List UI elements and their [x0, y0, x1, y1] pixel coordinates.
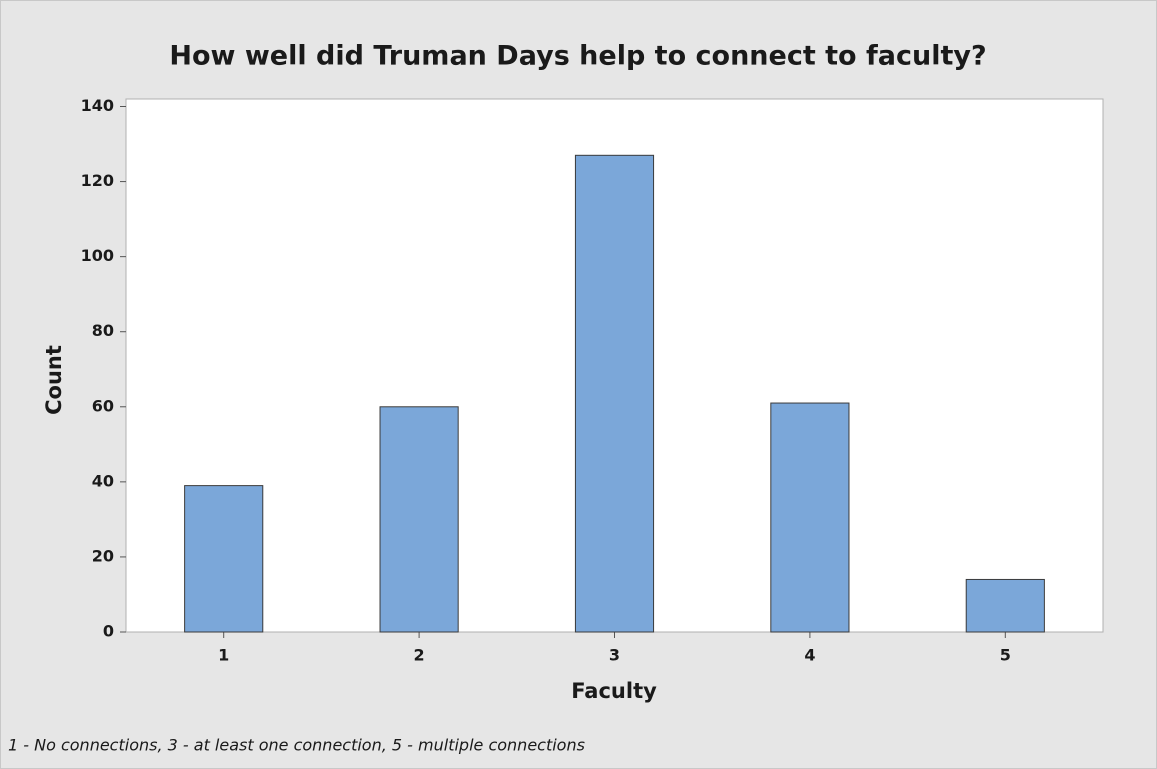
x-tick-label: 4	[804, 646, 815, 665]
y-tick-label: 60	[92, 396, 114, 415]
y-tick-label: 20	[92, 546, 114, 565]
bar	[379, 406, 459, 633]
x-tick-label: 2	[414, 646, 425, 665]
x-tick-label: 3	[609, 646, 620, 665]
x-axis-label: Faculty	[571, 679, 657, 703]
bar	[574, 154, 655, 633]
footnote: 1 - No connections, 3 - at least one con…	[8, 736, 585, 755]
bar	[770, 402, 850, 633]
y-tick-label: 80	[92, 321, 114, 340]
bar	[184, 485, 264, 633]
y-axis-label: Count	[42, 345, 66, 415]
y-tick-label: 0	[103, 622, 114, 641]
y-tick-label: 140	[81, 96, 114, 115]
y-tick-label: 100	[81, 246, 114, 265]
bar	[965, 578, 1045, 633]
y-tick-label: 40	[92, 471, 114, 490]
chart-title: How well did Truman Days help to connect…	[169, 41, 986, 72]
x-tick-label: 1	[218, 646, 229, 665]
x-tick-label: 5	[1000, 646, 1011, 665]
y-tick-label: 120	[81, 171, 114, 190]
